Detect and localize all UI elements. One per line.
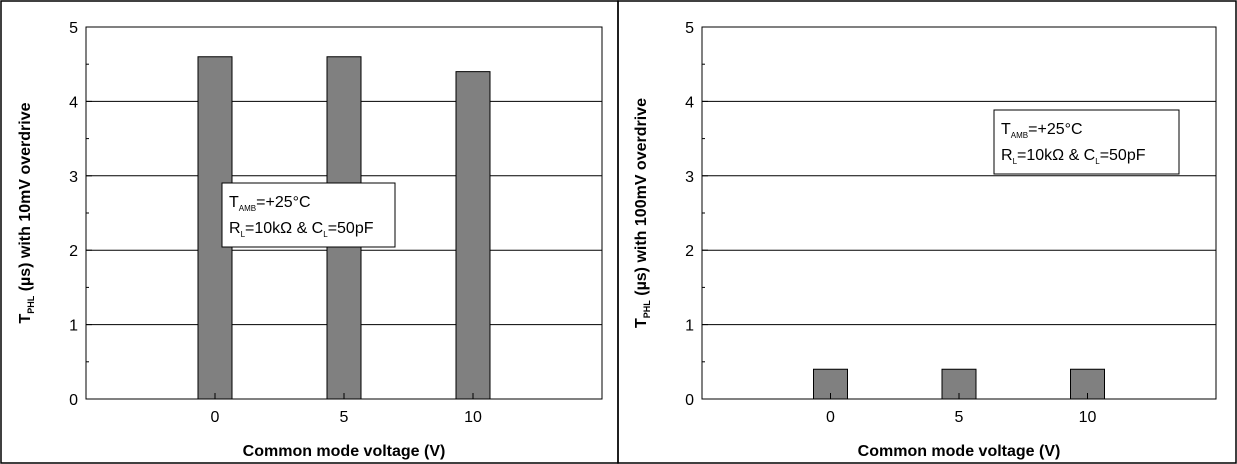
y-tick-label: 2 xyxy=(69,243,78,260)
panel-frame-right xyxy=(617,0,1237,464)
annotation-t-symbol: T xyxy=(229,194,239,211)
y-tick-label: 3 xyxy=(685,169,694,186)
y-label-rest: (µs) with 100mV overdrive xyxy=(633,98,650,300)
annotation-r-subscript: L xyxy=(241,230,246,239)
annotation-r-symbol: R xyxy=(1001,147,1013,164)
annotation-resistance: =10kΩ & C xyxy=(1017,147,1095,164)
y-axis-label: TPHL (µs) with 10mV overdrive xyxy=(17,102,36,323)
x-tick-label: 0 xyxy=(211,409,220,426)
x-axis-label: Common mode voltage (V) xyxy=(243,443,446,460)
annotation-box: TAMB=+25°C RL=10kΩ & CL=50pF xyxy=(993,109,1180,175)
annotation-box: TAMB=+25°C RL=10kΩ & CL=50pF xyxy=(221,182,396,248)
gridlines xyxy=(702,100,1216,326)
y-tick-label: 3 xyxy=(69,169,78,186)
y-axis-label: TPHL (µs) with 100mV overdrive xyxy=(633,98,652,328)
annotation-line-1: TAMB=+25°C xyxy=(229,194,311,213)
y-label-subscript: PHL xyxy=(642,300,652,319)
annotation-line-1: TAMB=+25°C xyxy=(1001,121,1083,140)
annotation-frame xyxy=(993,109,1180,175)
y-tick-label: 0 xyxy=(69,392,78,409)
annotation-capacitance: =50pF xyxy=(328,220,374,237)
x-tick-label: 5 xyxy=(955,409,964,426)
annotation-t-subscript: AMB xyxy=(239,204,256,213)
y-tick-label: 5 xyxy=(69,20,78,37)
x-tick-labels: 0 5 10 xyxy=(211,409,482,426)
annotation-temperature: =+25°C xyxy=(1028,121,1082,138)
bar xyxy=(455,71,491,400)
annotation-line-2: RL=10kΩ & CL=50pF xyxy=(229,220,374,239)
annotation-t-subscript: AMB xyxy=(1011,131,1028,140)
annotation-line-2: RL=10kΩ & CL=50pF xyxy=(1001,147,1146,166)
annotation-r-symbol: R xyxy=(229,220,241,237)
y-tick-label: 4 xyxy=(69,94,78,111)
y-label-symbol: T xyxy=(17,314,34,324)
x-axis-label: Common mode voltage (V) xyxy=(858,443,1061,460)
axis-ticks xyxy=(86,26,474,400)
y-tick-labels: 0 1 2 3 4 5 xyxy=(69,20,78,409)
y-tick-label: 1 xyxy=(685,318,694,335)
x-tick-label: 10 xyxy=(1079,409,1097,426)
x-tick-label: 5 xyxy=(340,409,349,426)
annotation-t-symbol: T xyxy=(1001,121,1011,138)
y-tick-label: 0 xyxy=(685,392,694,409)
annotation-r-subscript: L xyxy=(1013,157,1018,166)
annotation-temperature: =+25°C xyxy=(256,194,310,211)
annotation-capacitance: =50pF xyxy=(1100,147,1146,164)
annotation-resistance: =10kΩ & C xyxy=(245,220,323,237)
plot-area xyxy=(701,26,1217,400)
y-tick-label: 4 xyxy=(685,94,694,111)
y-label-subscript: PHL xyxy=(26,295,36,314)
annotation-c-subscript: L xyxy=(1095,157,1100,166)
y-label-rest: (µs) with 10mV overdrive xyxy=(17,102,34,295)
x-tick-label: 10 xyxy=(464,409,482,426)
annotation-frame xyxy=(221,182,396,248)
annotation-c-subscript: L xyxy=(323,230,328,239)
x-tick-labels: 0 5 10 xyxy=(826,409,1096,426)
x-tick-label: 0 xyxy=(826,409,835,426)
y-tick-label: 5 xyxy=(685,20,694,37)
y-tick-labels: 0 1 2 3 4 5 xyxy=(685,20,694,409)
y-tick-label: 1 xyxy=(69,318,78,335)
y-label-symbol: T xyxy=(633,318,650,328)
y-tick-label: 2 xyxy=(685,243,694,260)
axis-ticks xyxy=(702,26,1088,400)
